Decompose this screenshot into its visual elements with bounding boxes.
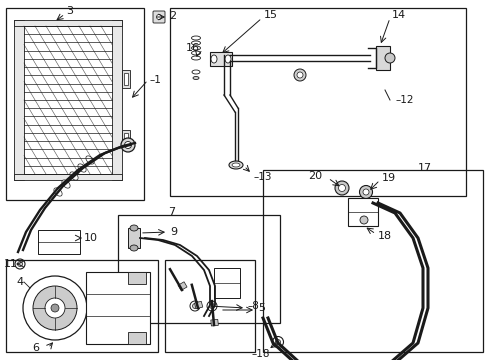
- Text: 9: 9: [170, 227, 177, 237]
- Bar: [178, 282, 187, 291]
- Ellipse shape: [384, 53, 394, 63]
- Ellipse shape: [210, 55, 217, 63]
- Bar: [122, 70, 130, 88]
- Ellipse shape: [121, 138, 135, 152]
- Circle shape: [45, 298, 65, 318]
- Ellipse shape: [15, 259, 25, 269]
- Ellipse shape: [362, 189, 368, 195]
- Ellipse shape: [192, 303, 197, 309]
- Bar: [86, 272, 150, 344]
- Ellipse shape: [192, 70, 200, 74]
- Text: –18: –18: [251, 349, 270, 359]
- Ellipse shape: [231, 163, 240, 167]
- Text: –1: –1: [149, 75, 161, 85]
- Ellipse shape: [206, 301, 217, 311]
- Bar: [14, 174, 122, 180]
- Bar: [209, 52, 231, 66]
- Ellipse shape: [190, 301, 200, 311]
- Ellipse shape: [334, 181, 348, 195]
- Ellipse shape: [62, 180, 70, 188]
- Circle shape: [23, 276, 87, 340]
- Ellipse shape: [70, 172, 78, 180]
- Circle shape: [51, 304, 59, 312]
- Ellipse shape: [359, 185, 372, 198]
- Ellipse shape: [209, 303, 214, 309]
- Text: 3: 3: [66, 6, 73, 16]
- Ellipse shape: [293, 69, 305, 81]
- Ellipse shape: [78, 164, 86, 172]
- Text: 11: 11: [4, 259, 18, 269]
- Ellipse shape: [124, 141, 131, 148]
- Bar: [263, 170, 482, 352]
- Bar: [194, 301, 203, 309]
- Bar: [164, 260, 254, 352]
- Bar: [170, 8, 465, 196]
- Bar: [124, 133, 128, 145]
- Bar: [210, 319, 218, 326]
- Bar: [6, 260, 158, 352]
- Ellipse shape: [191, 36, 200, 40]
- Text: 10: 10: [84, 233, 98, 243]
- Ellipse shape: [296, 72, 303, 78]
- Text: –13: –13: [253, 172, 272, 182]
- Text: 19: 19: [381, 173, 395, 183]
- FancyBboxPatch shape: [153, 11, 164, 23]
- Ellipse shape: [338, 184, 345, 192]
- Ellipse shape: [86, 156, 94, 164]
- Text: 20: 20: [307, 171, 322, 181]
- Text: –12: –12: [395, 95, 414, 105]
- Text: 2: 2: [169, 11, 176, 21]
- Bar: [214, 268, 240, 298]
- Ellipse shape: [272, 337, 283, 347]
- Text: 4: 4: [16, 277, 23, 287]
- Ellipse shape: [228, 161, 243, 169]
- Text: 7: 7: [168, 207, 175, 217]
- Ellipse shape: [191, 46, 200, 50]
- Ellipse shape: [224, 55, 230, 63]
- Text: 6: 6: [32, 343, 39, 353]
- Bar: [14, 20, 122, 26]
- Bar: [14, 20, 24, 180]
- Ellipse shape: [191, 41, 200, 45]
- Ellipse shape: [275, 339, 280, 345]
- Text: 14: 14: [391, 10, 406, 20]
- Bar: [124, 73, 128, 85]
- Bar: [6, 8, 143, 200]
- Ellipse shape: [54, 188, 62, 196]
- Ellipse shape: [130, 225, 138, 231]
- Text: 15: 15: [264, 10, 278, 20]
- Bar: [38, 230, 80, 254]
- Ellipse shape: [191, 56, 200, 60]
- Text: –8: –8: [247, 301, 259, 311]
- Bar: [122, 130, 130, 148]
- Ellipse shape: [359, 216, 367, 224]
- Bar: [112, 20, 122, 180]
- Bar: [128, 272, 146, 284]
- Ellipse shape: [130, 245, 138, 251]
- Circle shape: [33, 286, 77, 330]
- Ellipse shape: [156, 14, 161, 19]
- Text: 18: 18: [377, 231, 391, 241]
- Bar: [347, 198, 377, 226]
- Bar: [128, 228, 140, 248]
- Ellipse shape: [193, 77, 199, 80]
- Bar: [118, 215, 280, 323]
- Text: 16: 16: [185, 43, 200, 53]
- Ellipse shape: [191, 51, 200, 55]
- Ellipse shape: [18, 261, 22, 266]
- Text: 5: 5: [258, 303, 264, 313]
- Text: 17: 17: [417, 163, 431, 173]
- Bar: [375, 46, 389, 70]
- Bar: [128, 332, 146, 344]
